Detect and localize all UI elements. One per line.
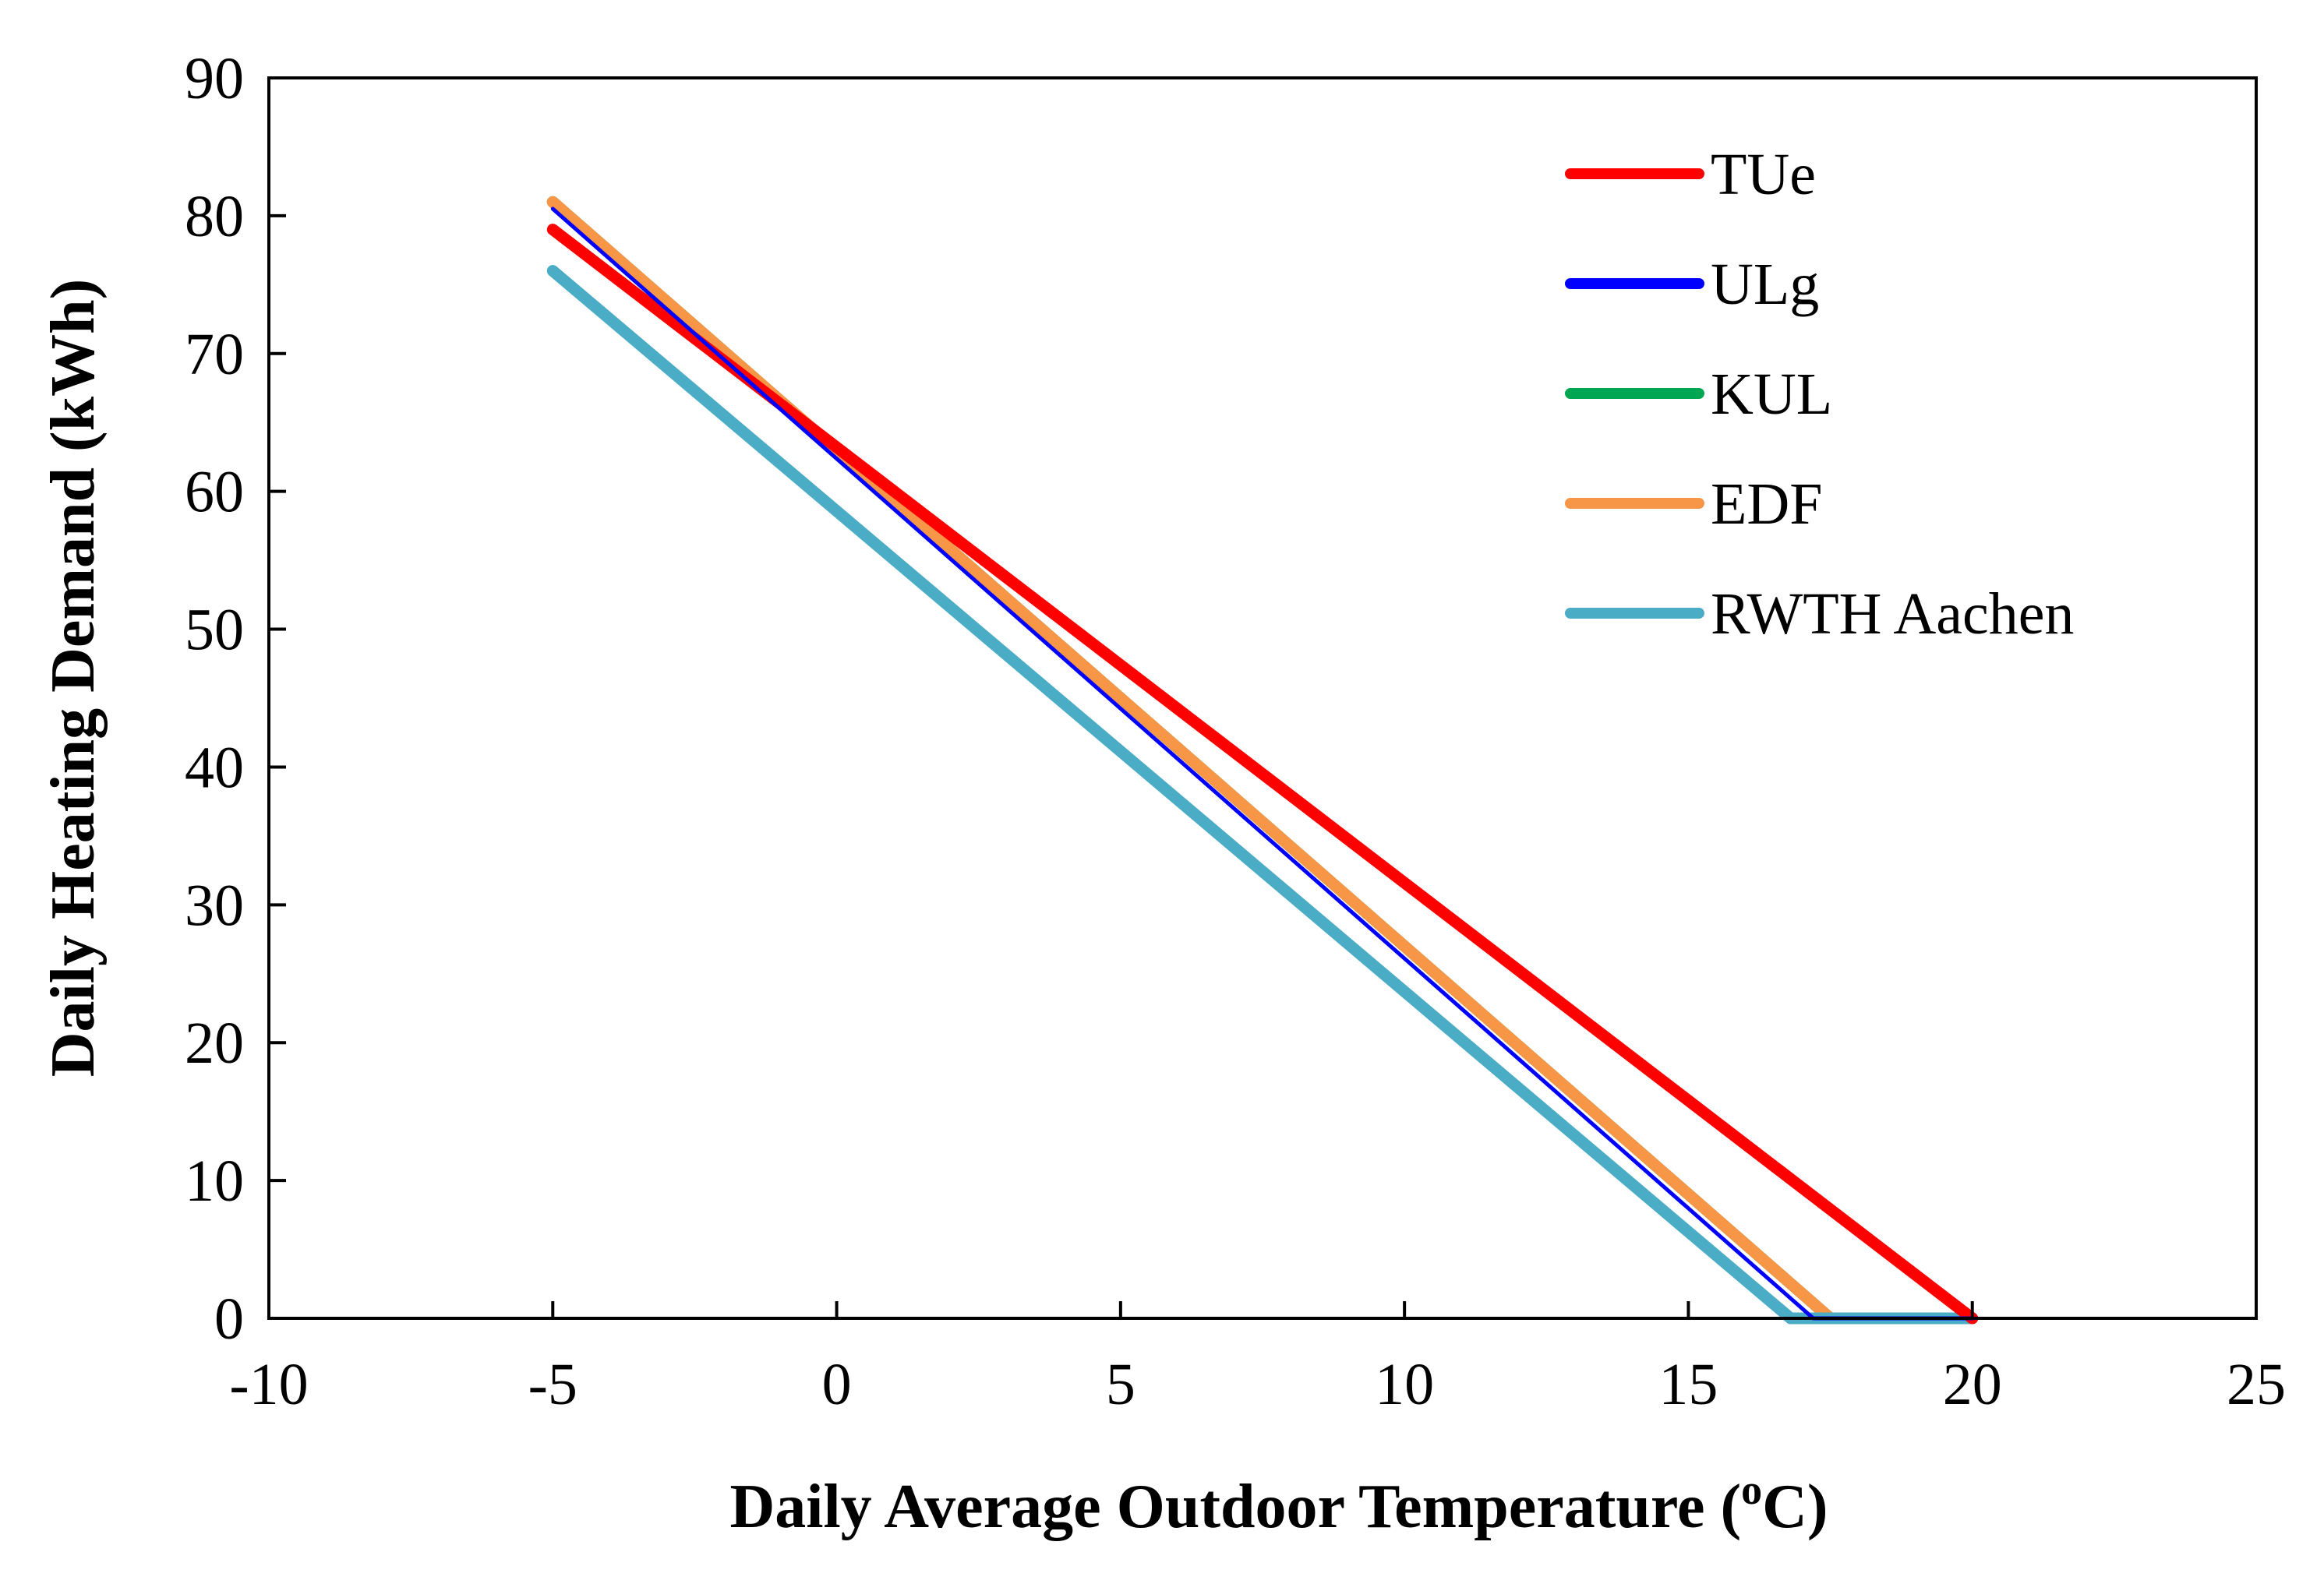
y-tick-label: 10	[185, 1148, 244, 1214]
x-tick-label: 10	[1375, 1352, 1434, 1417]
y-axis-title: Daily Heating Demand (kWh)	[39, 279, 108, 1078]
y-tick-label: 40	[185, 735, 244, 800]
legend-label: EDF	[1711, 471, 1823, 537]
x-tick-label: 5	[1106, 1352, 1136, 1417]
y-tick-label: 70	[185, 322, 244, 387]
x-tick-label: 15	[1658, 1352, 1718, 1417]
plot-area-frame	[267, 76, 2258, 1320]
y-tick-label: 90	[185, 46, 244, 111]
legend-label: RWTH Aachen	[1711, 581, 2074, 647]
series-line-tue	[546, 224, 1979, 1325]
y-tick-label: 60	[185, 460, 244, 525]
y-tick-label: 0	[214, 1286, 244, 1352]
legend-label: ULg	[1711, 252, 1819, 317]
x-tick-label: -5	[528, 1352, 577, 1417]
x-tick-label: 20	[1943, 1352, 2002, 1417]
legend-label: TUe	[1711, 142, 1816, 207]
x-tick-label: 0	[822, 1352, 852, 1417]
x-tick-label: -10	[229, 1352, 308, 1417]
y-axis: 0 10 20 30 40 50 60 70 80 90	[185, 46, 286, 1352]
y-tick-label: 50	[185, 598, 244, 663]
legend-label: KUL	[1711, 362, 1832, 427]
x-axis-title: Daily Average Outdoor Temperature (oC)	[729, 1466, 1828, 1541]
y-tick-label: 80	[185, 184, 244, 249]
x-tick-label: 25	[2227, 1352, 2286, 1417]
legend: TUe ULg KUL EDF RWTH Aachen	[1565, 142, 2074, 647]
x-axis: -10 -5 0 5 10 15 20 25	[229, 1301, 2286, 1417]
y-tick-label: 20	[185, 1011, 244, 1076]
y-tick-label: 30	[185, 873, 244, 938]
